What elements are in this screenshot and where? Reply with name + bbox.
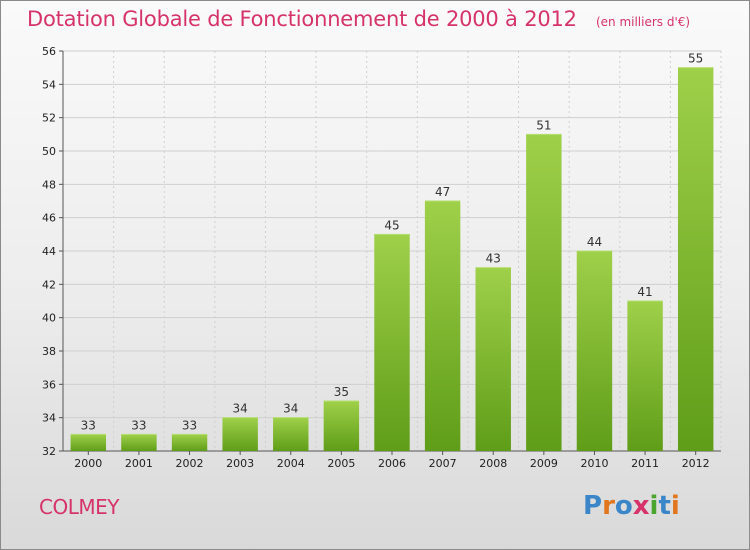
x-tick-label: 2000 (74, 457, 102, 470)
data-label: 35 (334, 385, 349, 399)
logo-letter: t (658, 491, 671, 521)
y-tick-label: 40 (42, 312, 56, 325)
bar (424, 201, 461, 451)
x-tick-label: 2012 (682, 457, 710, 470)
bar (576, 251, 613, 451)
bar (171, 434, 208, 451)
y-tick-label: 52 (42, 112, 56, 125)
y-tick-label: 32 (42, 445, 56, 458)
x-tick-label: 2011 (631, 457, 659, 470)
data-label: 45 (384, 218, 399, 232)
x-tick-label: 2005 (327, 457, 355, 470)
y-tick-label: 46 (42, 212, 56, 225)
commune-name: COLMEY (39, 495, 119, 519)
logo-letter: o (614, 491, 633, 521)
bar (526, 134, 562, 452)
logo-letter: r (602, 491, 615, 521)
y-tick-label: 50 (42, 145, 56, 158)
y-tick-label: 38 (42, 345, 56, 358)
data-label: 33 (131, 418, 146, 432)
x-tick-label: 2008 (479, 457, 507, 470)
data-label: 43 (486, 252, 501, 266)
y-tick-label: 44 (42, 245, 56, 258)
logo-letter: i (649, 491, 659, 521)
y-tick-label: 48 (42, 178, 56, 191)
y-tick-label: 36 (42, 378, 56, 391)
x-tick-label: 2001 (125, 457, 153, 470)
data-label: 34 (233, 402, 248, 416)
x-tick-label: 2006 (378, 457, 406, 470)
x-tick-label: 2010 (580, 457, 608, 470)
logo-letter: x (632, 491, 650, 521)
y-tick-label: 34 (42, 412, 56, 425)
data-label: 34 (283, 402, 298, 416)
x-tick-label: 2007 (429, 457, 457, 470)
logo-letter: P (583, 491, 603, 521)
bar (374, 234, 410, 451)
data-label: 41 (637, 285, 652, 299)
data-label: 44 (587, 235, 602, 249)
x-tick-label: 2009 (530, 457, 558, 470)
y-tick-label: 56 (42, 45, 56, 58)
bar (70, 434, 107, 451)
y-tick-label: 42 (42, 278, 56, 291)
chart-unit-text: (en milliers d'€) (595, 15, 691, 29)
bar (323, 401, 360, 451)
chart-title: Dotation Globale de Fonctionnement de 20… (27, 7, 690, 31)
data-label: 33 (182, 418, 197, 432)
x-tick-label: 2004 (277, 457, 305, 470)
bar (677, 67, 714, 452)
bar (475, 267, 511, 451)
proxiti-logo: Proxiti (583, 491, 680, 521)
chart-title-text: Dotation Globale de Fonctionnement de 20… (27, 7, 577, 31)
data-label: 33 (81, 418, 96, 432)
x-tick-label: 2002 (176, 457, 204, 470)
data-label: 55 (688, 52, 703, 66)
data-label: 47 (435, 185, 450, 199)
bar (121, 434, 157, 451)
bar (273, 417, 309, 451)
data-label: 51 (536, 118, 551, 132)
x-tick-label: 2003 (226, 457, 254, 470)
bar (222, 417, 258, 451)
logo-letter: i (670, 491, 680, 521)
bar (627, 301, 663, 451)
y-tick-label: 54 (42, 78, 56, 91)
